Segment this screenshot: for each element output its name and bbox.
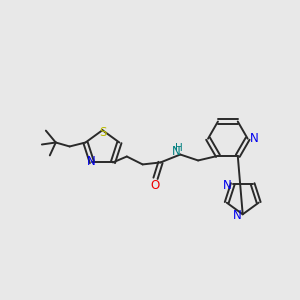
Text: N: N [223,179,231,192]
Text: O: O [150,179,159,192]
Text: S: S [99,126,106,139]
Text: N: N [172,145,181,158]
Text: N: N [232,209,241,222]
Text: N: N [87,155,95,168]
Text: N: N [250,132,259,145]
Text: H: H [176,142,183,153]
